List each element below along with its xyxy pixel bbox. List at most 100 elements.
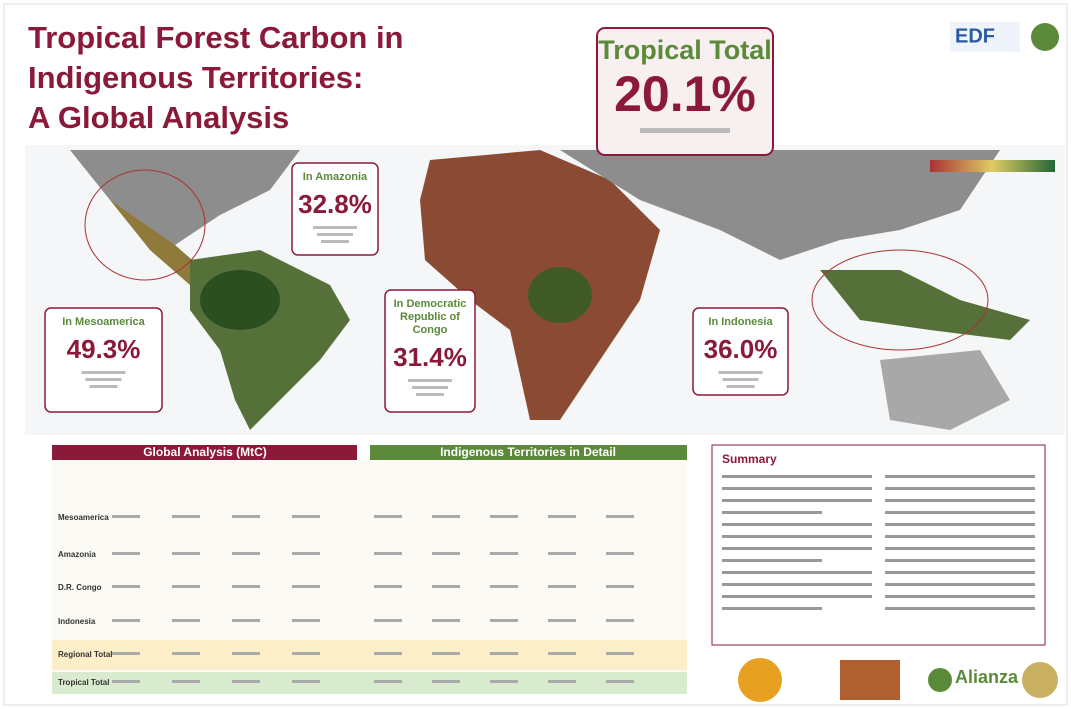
- cell-placeholder: [292, 515, 320, 518]
- text-placeholder: [722, 583, 872, 586]
- logo-icon: [738, 658, 782, 702]
- text-placeholder: [412, 386, 448, 389]
- cell-placeholder: [548, 515, 576, 518]
- cell-placeholder: [548, 619, 576, 622]
- text-placeholder: [408, 379, 452, 382]
- text-placeholder: [82, 371, 126, 374]
- text-placeholder: [722, 547, 872, 550]
- callout-region: In Democratic: [394, 298, 467, 310]
- text-placeholder: [885, 583, 1035, 586]
- logo-icon: [928, 668, 952, 692]
- total-value: 20.1%: [614, 66, 756, 122]
- text-placeholder: [722, 595, 872, 598]
- cell-placeholder: [606, 552, 634, 555]
- text-placeholder: [722, 499, 872, 502]
- cell-placeholder: [292, 652, 320, 655]
- text-placeholder: [722, 571, 872, 574]
- cell-placeholder: [432, 680, 460, 683]
- callout-value: 49.3%: [67, 334, 141, 364]
- text-placeholder: [885, 607, 1035, 610]
- text-placeholder: [722, 559, 822, 562]
- cell-placeholder: [374, 515, 402, 518]
- cell-placeholder: [112, 619, 140, 622]
- cell-placeholder: [292, 552, 320, 555]
- congo-forest: [528, 267, 592, 323]
- text-placeholder: [313, 226, 357, 229]
- cell-placeholder: [112, 652, 140, 655]
- cell-placeholder: [232, 619, 260, 622]
- text-placeholder: [416, 393, 444, 396]
- text-placeholder: [885, 475, 1035, 478]
- text-placeholder: [86, 378, 122, 381]
- map-legend: [930, 160, 1055, 172]
- table-title: Indigenous Territories in Detail: [440, 445, 616, 459]
- cell-placeholder: [232, 515, 260, 518]
- cell-placeholder: [172, 552, 200, 555]
- world-map: [25, 145, 1065, 435]
- row-label: Regional Total: [58, 650, 113, 659]
- text-placeholder: [722, 523, 872, 526]
- cell-placeholder: [432, 585, 460, 588]
- text-placeholder: [719, 371, 763, 374]
- text-placeholder: [722, 535, 872, 538]
- cell-placeholder: [292, 585, 320, 588]
- text-placeholder: [885, 535, 1035, 538]
- cell-placeholder: [606, 652, 634, 655]
- title-line: A Global Analysis: [28, 100, 289, 135]
- cell-placeholder: [112, 552, 140, 555]
- cell-placeholder: [112, 515, 140, 518]
- text-placeholder: [90, 385, 118, 388]
- cell-placeholder: [292, 619, 320, 622]
- text-placeholder: [727, 385, 755, 388]
- callout-region: In Indonesia: [708, 316, 773, 328]
- cell-placeholder: [606, 515, 634, 518]
- logo-icon: [1031, 23, 1059, 51]
- text-placeholder: [321, 240, 349, 243]
- cell-placeholder: [172, 585, 200, 588]
- logo-text: EDF: [955, 25, 995, 47]
- regional-row: [52, 640, 687, 670]
- tropical-row: [52, 672, 687, 694]
- text-placeholder: [317, 233, 353, 236]
- text-placeholder: [885, 595, 1035, 598]
- cell-placeholder: [172, 652, 200, 655]
- callout-region: Republic of: [400, 311, 460, 323]
- cell-placeholder: [548, 680, 576, 683]
- cell-placeholder: [490, 585, 518, 588]
- cell-placeholder: [172, 515, 200, 518]
- cell-placeholder: [432, 652, 460, 655]
- cell-placeholder: [432, 515, 460, 518]
- summary-title: Summary: [722, 452, 777, 466]
- cell-placeholder: [374, 552, 402, 555]
- poster: Tropical Forest Carbon in Indigenous Ter…: [0, 0, 1071, 709]
- row-label: D.R. Congo: [58, 583, 102, 592]
- row-label: Tropical Total: [58, 678, 109, 687]
- title-line: Tropical Forest Carbon in: [28, 20, 404, 55]
- cell-placeholder: [432, 552, 460, 555]
- cell-placeholder: [606, 585, 634, 588]
- row-label: Mesoamerica: [58, 513, 109, 522]
- callout-value: 36.0%: [704, 334, 778, 364]
- cell-placeholder: [112, 680, 140, 683]
- cell-placeholder: [112, 585, 140, 588]
- callout-region: Congo: [413, 324, 448, 336]
- callout-region: In Amazonia: [303, 171, 368, 183]
- text-placeholder: [722, 475, 872, 478]
- cell-placeholder: [548, 552, 576, 555]
- callout-value: 31.4%: [393, 342, 467, 372]
- text-placeholder: [723, 378, 759, 381]
- text-placeholder: [885, 523, 1035, 526]
- cell-placeholder: [490, 515, 518, 518]
- cell-placeholder: [232, 680, 260, 683]
- logo-text: Alianza: [955, 667, 1019, 687]
- text-placeholder: [722, 487, 872, 490]
- cell-placeholder: [490, 552, 518, 555]
- text-placeholder: [885, 571, 1035, 574]
- cell-placeholder: [374, 680, 402, 683]
- text-placeholder: [885, 487, 1035, 490]
- cell-placeholder: [548, 585, 576, 588]
- callout-value: 32.8%: [298, 189, 372, 219]
- cell-placeholder: [232, 585, 260, 588]
- cell-placeholder: [172, 680, 200, 683]
- text-placeholder: [885, 499, 1035, 502]
